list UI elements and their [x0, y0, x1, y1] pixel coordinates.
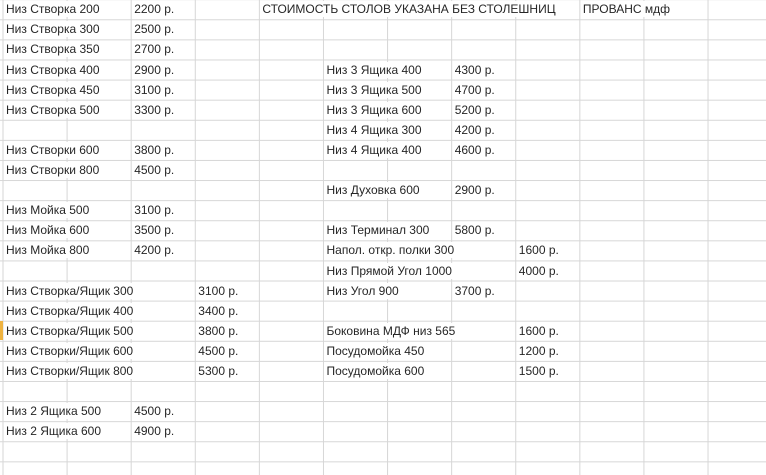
cell[interactable]: Низ Створка/Ящик 300	[6, 282, 137, 299]
cell[interactable]: Низ 3 Ящика 400	[326, 61, 425, 78]
cell[interactable]: 4700 р.	[454, 81, 498, 98]
cell[interactable]: 4000 р.	[518, 262, 562, 279]
cell[interactable]: Низ Мойка 500	[6, 202, 93, 219]
cell[interactable]: 3400 р.	[198, 302, 242, 319]
cell[interactable]: Низ 2 Ящика 600	[6, 423, 104, 440]
cell[interactable]: 4500 р.	[198, 342, 242, 359]
cell[interactable]: 2700 р.	[134, 41, 178, 58]
cell[interactable]: Напол. откр. полки 300	[326, 242, 458, 259]
cell[interactable]: Низ Створка 500	[6, 101, 103, 118]
cell[interactable]: 5800 р.	[454, 222, 498, 239]
cell[interactable]: 4500 р.	[134, 403, 178, 420]
cell[interactable]: 1200 р.	[518, 342, 562, 359]
cell[interactable]: Низ Створка 400	[6, 61, 103, 78]
cell[interactable]: 3100 р.	[134, 202, 178, 219]
highlighted-cell-marker[interactable]	[0, 321, 3, 341]
cell[interactable]: Низ Духовка 600	[326, 182, 423, 199]
cell[interactable]: 4900 р.	[134, 423, 178, 440]
cell[interactable]: 1500 р.	[518, 363, 562, 379]
cell[interactable]: Боковина МДФ низ 565	[326, 322, 459, 339]
cell[interactable]: 4600 р.	[454, 141, 498, 158]
cell[interactable]: 3800 р.	[134, 141, 178, 158]
cell[interactable]: Низ 3 Ящика 600	[326, 101, 425, 118]
cell[interactable]: 4200 р.	[454, 121, 498, 138]
cell[interactable]: Низ Створка 450	[6, 81, 103, 98]
cell[interactable]: 1600 р.	[518, 322, 562, 339]
cell[interactable]: Низ Створка 200	[6, 1, 103, 18]
cell[interactable]: Низ Прямой Угол 1000	[326, 262, 455, 279]
cell[interactable]: 4200 р.	[134, 242, 178, 259]
cell[interactable]: 3100 р.	[134, 81, 178, 98]
cell[interactable]: Посудомойка 600	[326, 363, 428, 379]
cell[interactable]: 4500 р.	[134, 162, 178, 178]
cell[interactable]: 3500 р.	[134, 222, 178, 239]
material-header-cell[interactable]: ПРОВАНС мдф	[582, 1, 673, 18]
cell[interactable]: Низ Створки 800	[6, 162, 103, 178]
cell[interactable]: 1600 р.	[518, 242, 562, 259]
header-notice-cell[interactable]: СТОИМОСТЬ СТОЛОВ УКАЗАНА БЕЗ СТОЛЕШНИЦ	[262, 1, 559, 18]
cell[interactable]: Низ Створки 600	[6, 141, 103, 158]
cell[interactable]: 3300 р.	[134, 101, 178, 118]
cell[interactable]: 3700 р.	[454, 282, 498, 299]
cell[interactable]: Низ 2 Ящика 500	[6, 403, 104, 420]
cell[interactable]: 2500 р.	[134, 21, 178, 38]
cell[interactable]: Низ Мойка 600	[6, 222, 93, 239]
cell[interactable]: 4300 р.	[454, 61, 498, 78]
cell[interactable]: Низ Створка 350	[6, 41, 103, 58]
cell[interactable]: 3100 р.	[198, 282, 242, 299]
cell[interactable]: 5300 р.	[198, 363, 242, 379]
cell[interactable]: Низ Угол 900	[326, 282, 402, 299]
cell[interactable]: 5200 р.	[454, 101, 498, 118]
cell[interactable]: Низ 4 Ящика 300	[326, 121, 425, 138]
cell[interactable]: Низ 3 Ящика 500	[326, 81, 425, 98]
cell[interactable]: Низ Терминал 300	[326, 222, 433, 239]
cell[interactable]: 2900 р.	[134, 61, 178, 78]
cell[interactable]: Низ Мойка 800	[6, 242, 93, 259]
cell[interactable]: Низ Створки/Ящик 600	[6, 342, 137, 359]
cell[interactable]: Посудомойка 450	[326, 342, 428, 359]
cell[interactable]: 3800 р.	[198, 322, 242, 339]
cell[interactable]: Низ Створка/Ящик 500	[6, 322, 137, 339]
cell[interactable]: 2200 р.	[134, 1, 178, 18]
cell[interactable]: Низ Створки/Ящик 800	[6, 363, 137, 379]
cell[interactable]: Низ Створка/Ящик 400	[6, 302, 137, 319]
cell[interactable]: Низ 4 Ящика 400	[326, 141, 425, 158]
cell[interactable]: Низ Створка 300	[6, 21, 103, 38]
cell[interactable]: 2900 р.	[454, 182, 498, 199]
